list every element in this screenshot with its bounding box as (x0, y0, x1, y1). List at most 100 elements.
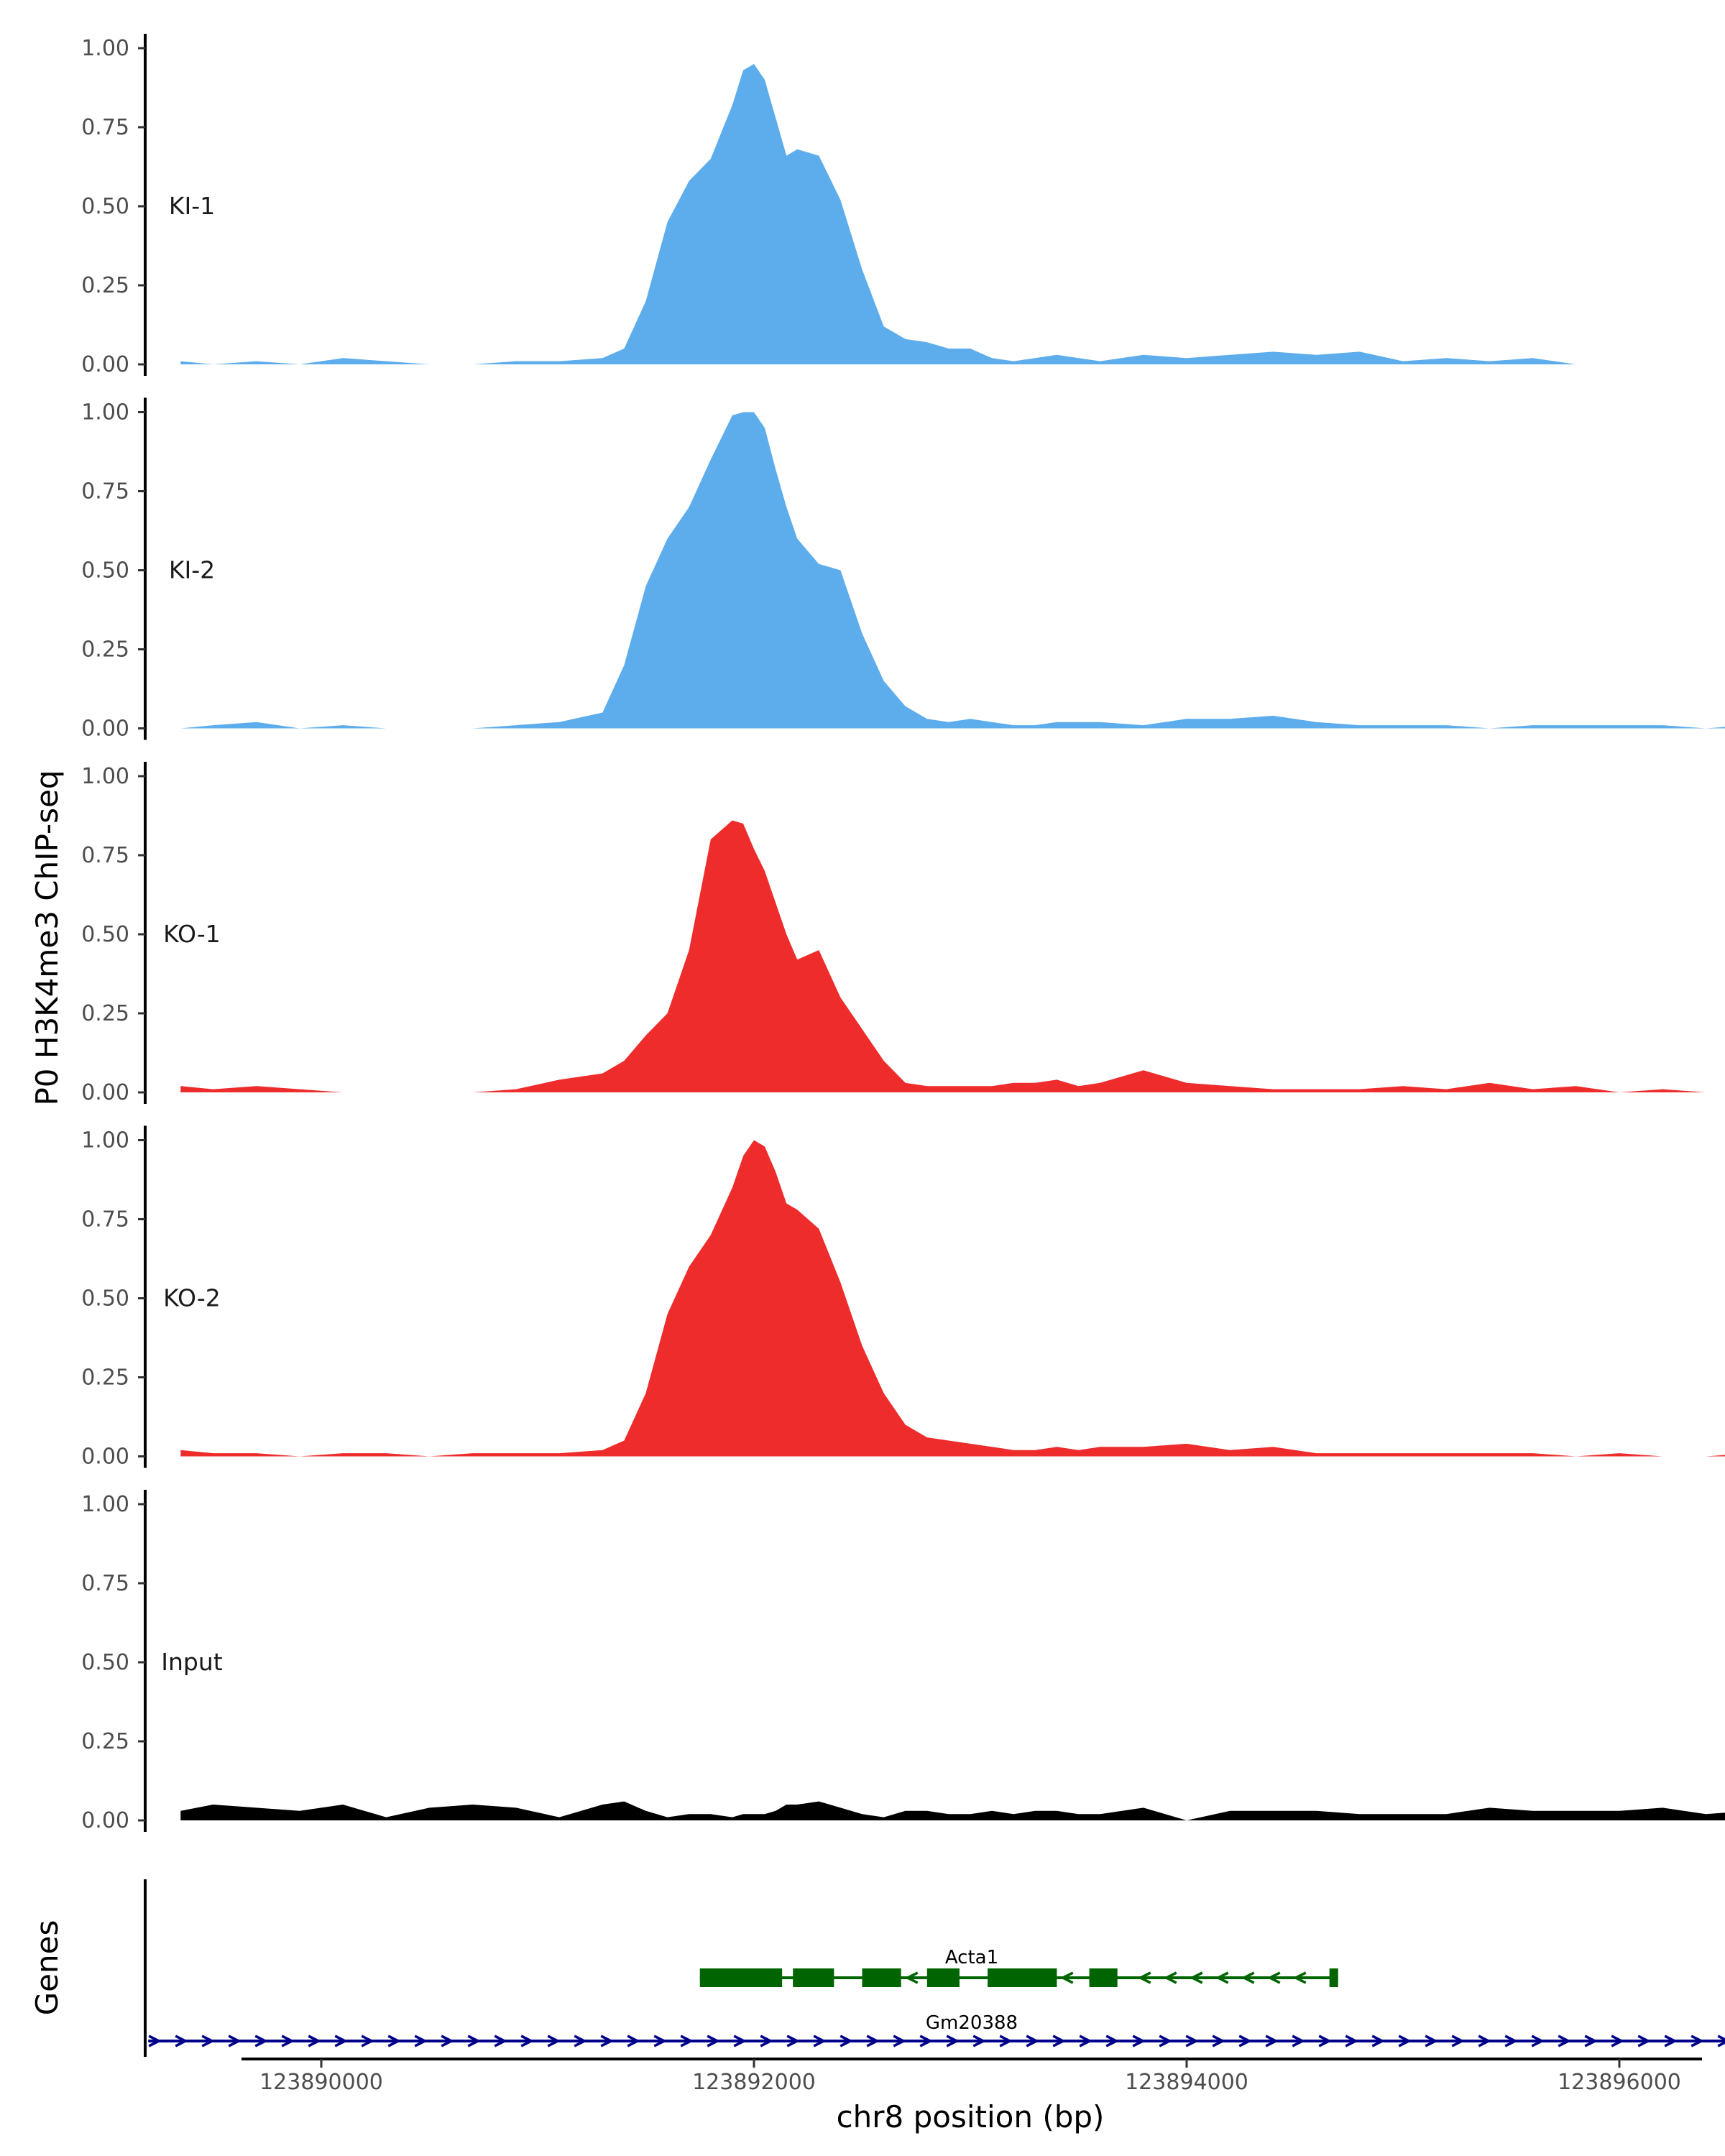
y-tick-label: 0.75 (81, 843, 129, 868)
strand-chevron-icon (467, 2035, 482, 2047)
strand-chevron-icon (1292, 1971, 1307, 1984)
strand-chevron-icon (1241, 1971, 1255, 1984)
y-tick-label: 0.25 (81, 637, 129, 663)
exon-block (988, 1968, 1057, 1987)
y-tick-label: 0.25 (81, 273, 129, 298)
strand-chevron-icon (281, 2035, 295, 2047)
strand-chevron-icon (653, 2035, 668, 2047)
strand-chevron-icon (1185, 2035, 1200, 2047)
strand-chevron-icon (1189, 1971, 1203, 1984)
strand-chevron-icon (786, 2035, 801, 2047)
x-tick-label: 123890000 (259, 2070, 383, 2095)
gene-label: Gm20388 (926, 2012, 1018, 2034)
strand-chevron-icon (600, 2035, 615, 2047)
strand-chevron-icon (707, 2035, 721, 2047)
strand-chevron-icon (201, 2035, 216, 2047)
y-axis-title: P0 H3K4me3 ChIP-seq (29, 770, 65, 1105)
x-tick-label: 123894000 (1125, 2070, 1248, 2095)
strand-chevron-icon (1531, 2035, 1545, 2047)
strand-chevron-icon (760, 2035, 774, 2047)
strand-chevron-icon (1371, 2035, 1386, 2047)
signal-area (180, 1801, 1725, 1820)
genes-layer: GenesNup133Acta1Gm20388 (29, 1879, 1725, 2057)
strand-chevron-icon (999, 2035, 1013, 2047)
track-label: Input (161, 1648, 223, 1676)
gene-label: Acta1 (945, 1947, 998, 1968)
strand-chevron-icon (1637, 2035, 1652, 2047)
y-tick-label: 1.00 (81, 400, 129, 425)
exon-block (1329, 1968, 1338, 1987)
strand-chevron-icon (1163, 1971, 1177, 1984)
tracks-layer: 0.00 0.25 0.50 0.75 1.00 KI-1 0.00 0.25 0.50 0.75… (81, 34, 1725, 1833)
strand-chevron-icon (680, 2035, 694, 2047)
signal-area (180, 1140, 1725, 1457)
y-tick-label: 1.00 (81, 1128, 129, 1153)
strand-chevron-icon (1059, 1971, 1074, 1984)
exon-block (926, 1968, 960, 1987)
strand-chevron-icon (494, 2035, 508, 2047)
strand-chevron-icon (946, 2035, 960, 2047)
y-tick-label: 0.50 (81, 1286, 129, 1312)
strand-chevron-icon (1105, 2035, 1120, 2047)
track-label: KO-1 (163, 920, 221, 948)
strand-chevron-icon (1717, 2035, 1725, 2047)
strand-chevron-icon (361, 2035, 375, 2047)
y-tick-label: 0.50 (81, 922, 129, 947)
track-label: KO-2 (163, 1284, 221, 1312)
strand-chevron-icon (893, 2035, 907, 2047)
strand-chevron-icon (334, 2035, 349, 2047)
y-tick-label: 0.25 (81, 1729, 129, 1754)
track-panel: 0.00 0.25 0.50 0.75 1.00 KO-1 (81, 762, 1725, 1105)
signal-area (180, 820, 1725, 1092)
y-tick-label: 1.00 (81, 764, 129, 789)
y-tick-label: 0.50 (81, 194, 129, 219)
y-tick-label: 0.00 (81, 1080, 129, 1105)
track-panel: 0.00 0.25 0.50 0.75 1.00 KO-2 (81, 1125, 1725, 1470)
strand-chevron-icon (520, 2035, 535, 2047)
y-tick-label: 0.00 (81, 1445, 129, 1470)
strand-chevron-icon (1137, 1971, 1151, 1984)
strand-chevron-icon (733, 2035, 748, 2047)
strand-chevron-icon (1558, 2035, 1572, 2047)
y-tick-label: 0.25 (81, 1001, 129, 1026)
track-panel: 0.00 0.25 0.50 0.75 1.00 KI-2 (81, 397, 1725, 742)
y-tick-label: 0.00 (81, 717, 129, 742)
strand-chevron-icon (254, 2035, 269, 2047)
gene-model: Gm20388 (148, 2012, 1725, 2047)
strand-chevron-icon (1292, 2035, 1306, 2047)
y-tick-label: 0.75 (81, 1207, 129, 1233)
y-tick-label: 0.75 (81, 479, 129, 505)
strand-chevron-icon (1079, 2035, 1093, 2047)
exon-block (1089, 1968, 1118, 1987)
strand-chevron-icon (1266, 1971, 1281, 1984)
strand-chevron-icon (1584, 2035, 1598, 2047)
strand-chevron-icon (813, 2035, 827, 2047)
genes-track-title: Genes (29, 1920, 65, 2016)
strand-chevron-icon (1664, 2035, 1678, 2047)
strand-chevron-icon (1690, 2035, 1705, 2047)
strand-chevron-icon (627, 2035, 641, 2047)
strand-chevron-icon (1611, 2035, 1625, 2047)
strand-chevron-icon (1215, 1971, 1229, 1984)
strand-chevron-icon (414, 2035, 428, 2047)
strand-chevron-icon (972, 2035, 987, 2047)
strand-chevron-icon (574, 2035, 588, 2047)
strand-chevron-icon (441, 2035, 455, 2047)
strand-chevron-icon (866, 2035, 880, 2047)
strand-chevron-icon (904, 1971, 919, 1984)
strand-chevron-icon (1504, 2035, 1519, 2047)
strand-chevron-icon (228, 2035, 242, 2047)
exon-block (699, 1968, 783, 1987)
y-tick-label: 0.75 (81, 1571, 129, 1596)
strand-chevron-icon (387, 2035, 402, 2047)
y-tick-label: 0.00 (81, 1808, 129, 1833)
strand-chevron-icon (1345, 2035, 1359, 2047)
strand-chevron-icon (1398, 2035, 1412, 2047)
strand-chevron-icon (919, 2035, 934, 2047)
track-panel: 0.00 0.25 0.50 0.75 1.00 KI-1 (81, 34, 1725, 377)
x-axis-title: chr8 position (bp) (837, 2099, 1105, 2134)
strand-chevron-icon (308, 2035, 322, 2047)
exon-block (862, 1968, 901, 1987)
signal-area (180, 412, 1725, 729)
